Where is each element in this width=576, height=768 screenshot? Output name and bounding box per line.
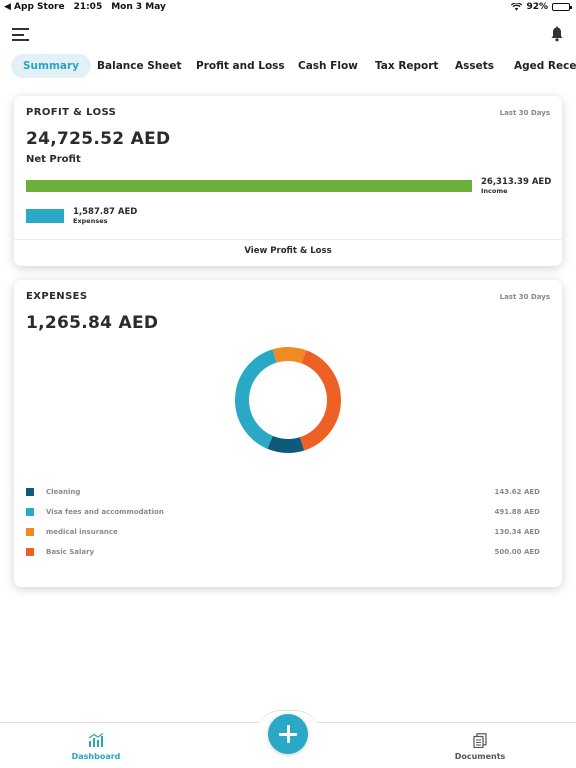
profit-loss-period: Last 30 Days xyxy=(499,109,550,117)
documents-icon xyxy=(473,733,487,749)
legend-label: Visa fees and accommodation xyxy=(46,508,164,516)
tab-summary[interactable]: Summary xyxy=(11,54,92,78)
card-divider xyxy=(14,239,562,240)
income-amount: 26,313.39 AED xyxy=(481,177,552,187)
add-button[interactable] xyxy=(268,714,308,754)
expenses-total: 1,265.84 AED xyxy=(26,313,159,333)
nav-dashboard[interactable]: Dashboard xyxy=(56,733,136,761)
tab-tax-report[interactable]: Tax Report xyxy=(375,60,439,72)
legend-swatch xyxy=(26,528,34,536)
status-time: 21:05 xyxy=(73,2,103,12)
nav-documents-label: Documents xyxy=(454,752,506,761)
net-profit-amount: 24,725.52 AED xyxy=(26,129,171,149)
expenses-bar xyxy=(26,209,64,223)
battery-icon xyxy=(552,3,572,11)
expenses-label: Expenses xyxy=(73,217,108,225)
back-to-app-store-link[interactable]: ◀ App Store xyxy=(4,2,65,12)
expenses-title: EXPENSES xyxy=(26,291,88,302)
legend-item: medical insurance 130.34 AED xyxy=(26,527,540,539)
expenses-amount: 1,587.87 AED xyxy=(73,207,138,217)
status-bar: ◀ App Store 21:05 Mon 3 May 92% xyxy=(0,0,576,16)
legend-value: 143.62 AED xyxy=(494,488,540,496)
notification-bell-icon[interactable] xyxy=(550,26,564,42)
tab-profit-and-loss[interactable]: Profit and Loss xyxy=(196,60,285,72)
legend-value: 500.00 AED xyxy=(494,548,540,556)
legend-value: 491.88 AED xyxy=(494,508,540,516)
expenses-card: EXPENSES Last 30 Days 1,265.84 AED Clean… xyxy=(14,280,562,587)
legend-label: medical insurance xyxy=(46,528,118,536)
legend-item: Visa fees and accommodation 491.88 AED xyxy=(26,507,540,519)
tab-aged-receivables[interactable]: Aged Receiv xyxy=(514,60,576,72)
income-bar xyxy=(26,180,472,192)
legend-label: Cleaning xyxy=(46,488,81,496)
wifi-icon xyxy=(511,3,523,11)
view-profit-loss-button[interactable]: View Profit & Loss xyxy=(244,246,332,256)
report-tabs: Summary Balance Sheet Profit and Loss Ca… xyxy=(0,54,576,80)
legend-item: Basic Salary 500.00 AED xyxy=(26,547,540,559)
top-bar xyxy=(0,22,576,48)
legend-swatch xyxy=(26,548,34,556)
donut-slice xyxy=(235,347,341,453)
legend-swatch xyxy=(26,508,34,516)
tab-cash-flow[interactable]: Cash Flow xyxy=(298,60,358,72)
tab-balance-sheet[interactable]: Balance Sheet xyxy=(97,60,182,72)
profit-loss-title: PROFIT & LOSS xyxy=(26,107,117,118)
nav-dashboard-label: Dashboard xyxy=(71,752,121,761)
donut-slice xyxy=(235,347,341,453)
income-label: Income xyxy=(481,187,508,195)
legend-value: 130.34 AED xyxy=(494,528,540,536)
battery-percent: 92% xyxy=(526,2,548,12)
legend-item: Cleaning 143.62 AED xyxy=(26,487,540,499)
expenses-period: Last 30 Days xyxy=(499,293,550,301)
donut-slice xyxy=(235,347,341,453)
legend-swatch xyxy=(26,488,34,496)
profit-loss-card: PROFIT & LOSS Last 30 Days 24,725.52 AED… xyxy=(14,96,562,266)
expenses-donut-chart xyxy=(235,347,341,453)
dashboard-chart-icon xyxy=(88,733,104,747)
donut-slice xyxy=(235,347,341,453)
status-date: Mon 3 May xyxy=(111,2,166,12)
tab-assets[interactable]: Assets xyxy=(455,60,495,72)
net-profit-label: Net Profit xyxy=(26,154,81,165)
legend-label: Basic Salary xyxy=(46,548,95,556)
menu-icon[interactable] xyxy=(12,28,29,41)
nav-documents[interactable]: Documents xyxy=(440,733,520,761)
